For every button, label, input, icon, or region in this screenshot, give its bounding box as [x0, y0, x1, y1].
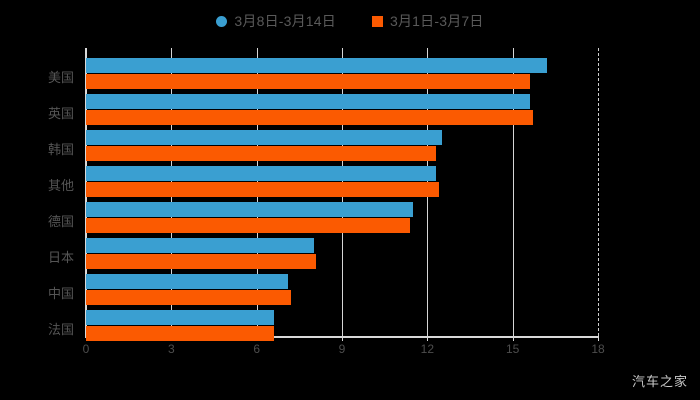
bar-series-1[interactable] [86, 130, 442, 145]
x-tick [598, 336, 599, 341]
category-label: 法国 [47, 322, 74, 337]
legend-label-series-2: 3月1日-3月7日 [389, 13, 484, 29]
x-tick-label: 15 [505, 342, 520, 356]
bar-series-2[interactable] [86, 110, 533, 125]
bar-group: 美国 [48, 58, 598, 89]
bar-series-1[interactable] [86, 166, 436, 181]
x-tick-label: 3 [167, 342, 175, 356]
legend-marker-square-icon [371, 15, 383, 27]
bar-series-2[interactable] [86, 290, 291, 305]
plot-area: 0 3 6 9 12 15 18 美国英国韩国其他德国日本中国法国 [48, 48, 605, 356]
x-tick-label: 18 [591, 342, 605, 356]
category-label: 德国 [47, 214, 74, 229]
bar-group: 德国 [48, 202, 598, 233]
x-tick-label: 9 [338, 342, 346, 356]
x-tick-label: 0 [82, 342, 90, 356]
legend-item-series-2[interactable]: 3月1日-3月7日 [371, 11, 484, 31]
bar-series-2[interactable] [86, 146, 436, 161]
x-tick [512, 336, 514, 341]
x-tick [342, 336, 343, 341]
bar-series-2[interactable] [86, 74, 530, 89]
chart-legend: 3月8日-3月14日 3月1日-3月7日 [0, 8, 700, 34]
bar-series-2[interactable] [86, 182, 439, 197]
bar-group: 法国 [48, 310, 598, 341]
bar-series-1[interactable] [86, 274, 288, 289]
legend-marker-circle-icon [216, 15, 228, 27]
category-label: 韩国 [47, 142, 74, 157]
legend-label-series-1: 3月8日-3月14日 [234, 13, 336, 29]
bar-group: 其他 [48, 166, 598, 197]
bar-group: 中国 [48, 274, 598, 305]
bar-group: 日本 [48, 238, 598, 269]
bar-series-1[interactable] [86, 310, 274, 325]
gridline [598, 48, 600, 336]
bar-series-1[interactable] [86, 94, 530, 109]
watermark: 汽车之家 [631, 374, 688, 389]
legend-item-series-1[interactable]: 3月8日-3月14日 [216, 11, 336, 31]
x-tick-label: 6 [253, 342, 260, 356]
bar-series-1[interactable] [86, 58, 547, 73]
bar-group: 韩国 [48, 130, 598, 161]
category-label: 其他 [47, 178, 74, 193]
bar-series-2[interactable] [86, 326, 274, 341]
category-label: 日本 [47, 250, 74, 265]
bar-series-2[interactable] [86, 254, 317, 269]
bar-group: 英国 [48, 94, 598, 125]
bar-series-1[interactable] [86, 238, 314, 253]
category-label: 中国 [47, 286, 74, 301]
x-tick [427, 336, 429, 341]
gridline [512, 48, 514, 336]
category-label: 美国 [47, 70, 74, 85]
bar-series-2[interactable] [86, 218, 411, 233]
x-tick-label: 12 [420, 342, 435, 356]
category-label: 英国 [47, 106, 74, 121]
bar-series-1[interactable] [86, 202, 414, 217]
